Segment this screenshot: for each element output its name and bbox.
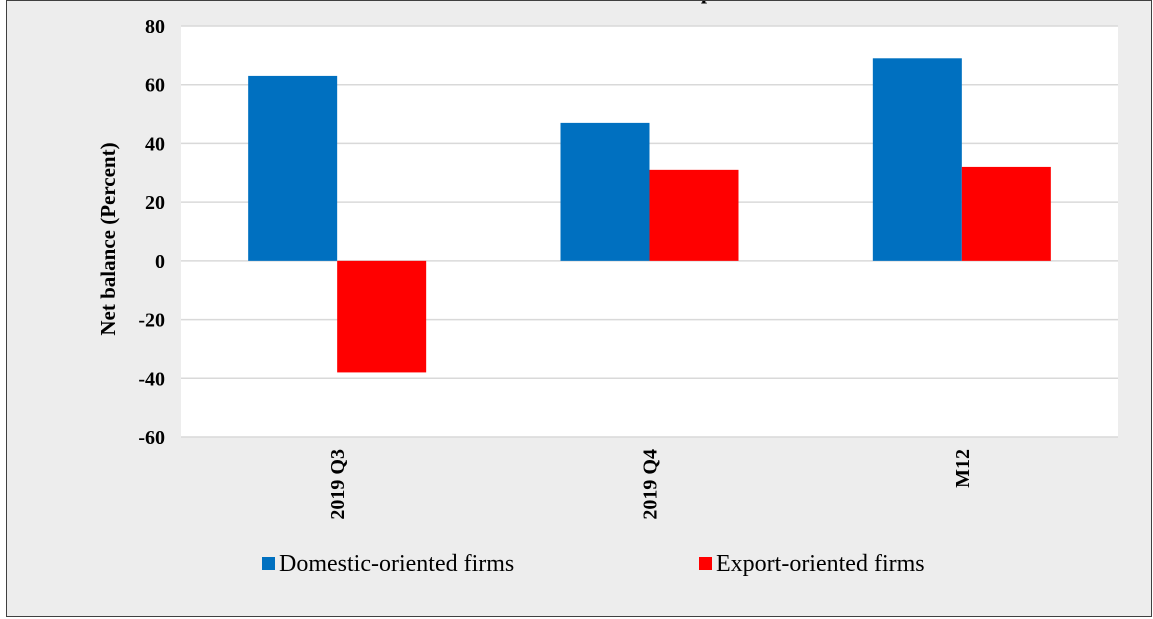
bar-export-oriented-firms-3 (961, 166, 1051, 261)
y-tick-label: 40 (145, 133, 165, 155)
bar-chart: 80 60 40 20 0 -20 -40 -60 2019 Q3 2019 Q4 M12 p N… (96, 1, 1118, 577)
y-tick-label: -20 (138, 310, 165, 332)
bar-domestic-oriented-firms-2 (560, 122, 650, 261)
legend-label: Domestic-oriented firms (279, 551, 514, 577)
bar-export-oriented-firms-2 (649, 169, 739, 261)
y-tick-label: -40 (138, 368, 165, 390)
legend-swatch (699, 557, 712, 570)
legend-swatch (262, 557, 275, 570)
x-tick-label: 2019 Q4 (640, 449, 662, 520)
y-tick-label: 20 (145, 192, 165, 214)
y-tick-label: 0 (155, 251, 165, 273)
x-tick-label: M12 (952, 449, 974, 488)
y-tick-label: 80 (145, 16, 165, 38)
y-tick-label: 60 (145, 75, 165, 97)
bar-domestic-oriented-firms-3 (872, 58, 962, 261)
legend: Domestic-oriented firms Export-oriented f… (262, 551, 925, 577)
y-tick-label: -60 (138, 427, 165, 449)
bars (248, 58, 1051, 373)
y-axis-label: Net balance (Percent) (96, 142, 120, 335)
legend-label: Export-oriented firms (716, 551, 925, 577)
bar-export-oriented-firms-1 (337, 260, 427, 373)
x-tick-label: 2019 Q3 (327, 449, 349, 520)
y-axis-ticks: 80 60 40 20 0 -20 -40 -60 (138, 16, 165, 449)
chart-title: p (701, 1, 713, 4)
x-axis-ticks: 2019 Q3 2019 Q4 M12 (327, 449, 974, 520)
bar-domestic-oriented-firms-1 (248, 75, 338, 261)
chart-frame: 80 60 40 20 0 -20 -40 -60 2019 Q3 2019 Q4 M12 p N… (6, 0, 1152, 617)
